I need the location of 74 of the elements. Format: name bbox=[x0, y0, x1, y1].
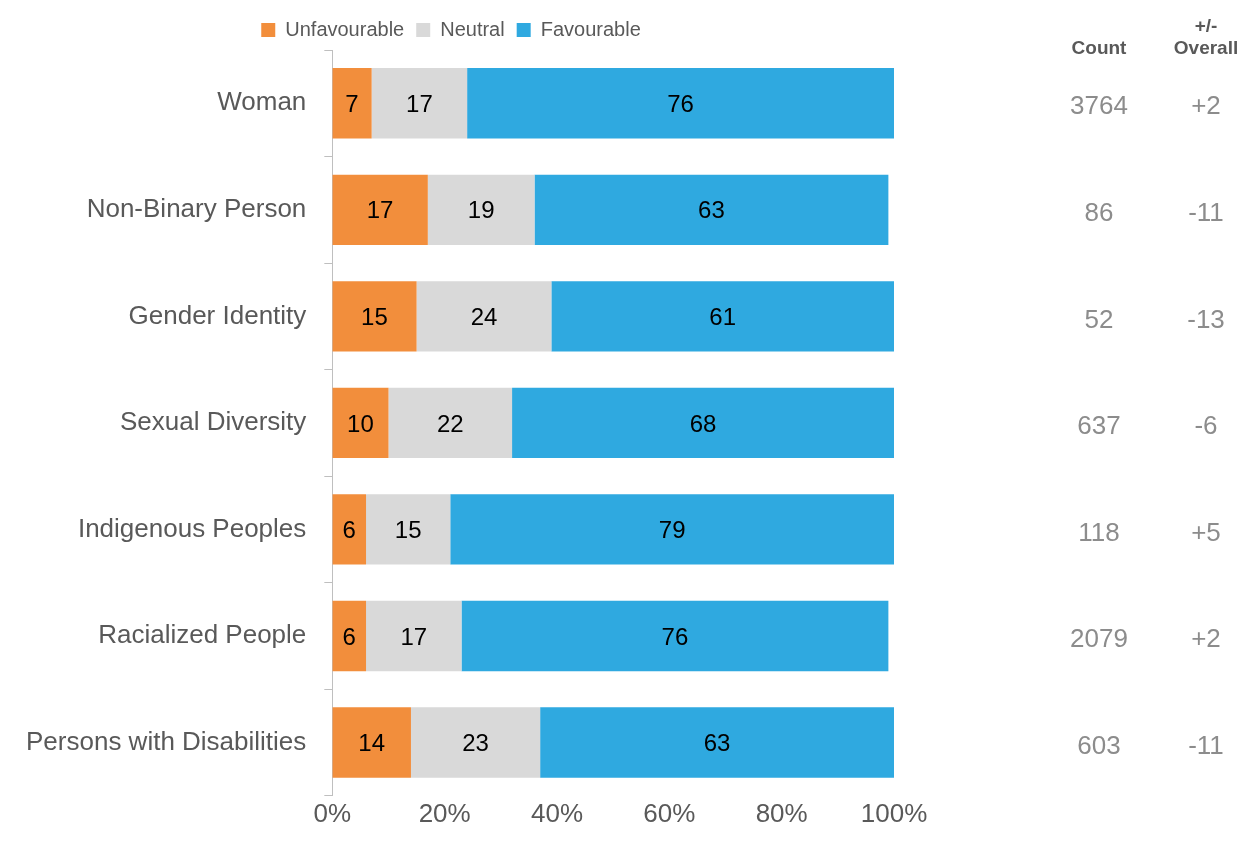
data-label: 22 bbox=[436, 409, 464, 437]
data-label: 68 bbox=[689, 409, 717, 437]
data-label: 14 bbox=[358, 729, 385, 757]
bar bbox=[332, 68, 372, 139]
y-tick-label: Persons with Disabilities bbox=[26, 725, 307, 756]
text: 118 bbox=[1078, 516, 1120, 547]
data-label: 76 bbox=[667, 89, 694, 117]
data-label: 17 bbox=[400, 622, 428, 650]
data-label: 24 bbox=[470, 302, 498, 330]
x-tick-label: 0% bbox=[313, 797, 352, 828]
data-label: 23 bbox=[462, 729, 489, 757]
bar bbox=[416, 281, 552, 352]
x-tick-label: 60% bbox=[643, 797, 696, 828]
text: +/- Overall bbox=[1173, 15, 1239, 58]
text: 3764 bbox=[1070, 90, 1128, 121]
y-tick-label: Racialized People bbox=[98, 619, 307, 650]
text: 52 bbox=[1084, 303, 1114, 334]
x-tick-label: 40% bbox=[530, 797, 584, 828]
bar bbox=[332, 494, 367, 565]
data-label: 63 bbox=[703, 729, 731, 757]
legend-label: Unfavourable bbox=[285, 17, 405, 40]
bar bbox=[540, 707, 894, 778]
y-tick-label: Sexual Diversity bbox=[119, 406, 307, 437]
bar bbox=[388, 387, 513, 459]
data-label: 61 bbox=[709, 302, 737, 330]
data-label: 17 bbox=[366, 196, 394, 224]
bar bbox=[534, 174, 889, 245]
data-label: 15 bbox=[361, 302, 388, 330]
bar bbox=[371, 68, 468, 139]
bar bbox=[512, 387, 894, 459]
data-label: 63 bbox=[698, 196, 725, 224]
text: -11 bbox=[1188, 729, 1224, 760]
bar bbox=[366, 600, 462, 672]
data-label: 76 bbox=[661, 622, 689, 650]
bar bbox=[461, 600, 889, 672]
legend-label: Neutral bbox=[440, 17, 505, 40]
data-label: 10 bbox=[347, 409, 374, 437]
bar bbox=[332, 174, 428, 245]
bar bbox=[450, 494, 894, 565]
text: -13 bbox=[1187, 303, 1225, 334]
data-label: 15 bbox=[394, 516, 422, 544]
x-tick-label: 100% bbox=[860, 797, 928, 828]
bar bbox=[332, 281, 417, 352]
text: 637 bbox=[1077, 410, 1121, 441]
bar bbox=[427, 174, 535, 245]
text: +2 bbox=[1191, 90, 1221, 121]
y-tick-label: Gender Identity bbox=[128, 299, 307, 330]
y-tick-label: Woman bbox=[217, 86, 307, 117]
text: Count bbox=[1071, 37, 1128, 58]
x-tick-label: 80% bbox=[755, 797, 808, 828]
text: -6 bbox=[1194, 410, 1218, 441]
bar bbox=[410, 707, 541, 778]
text: 603 bbox=[1077, 729, 1121, 760]
y-tick-label: Indigenous Peoples bbox=[77, 512, 307, 543]
bar bbox=[332, 387, 389, 459]
text: +2 bbox=[1191, 623, 1221, 654]
bar bbox=[332, 600, 367, 672]
bar bbox=[332, 707, 411, 778]
data-label: 19 bbox=[467, 196, 495, 224]
data-label: 79 bbox=[658, 516, 686, 544]
data-label: 17 bbox=[406, 89, 433, 117]
legend-label: Favourable bbox=[540, 17, 641, 40]
data-label: 7 bbox=[345, 89, 359, 117]
text: 2079 bbox=[1070, 623, 1128, 654]
y-tick-label: Non-Binary Person bbox=[86, 192, 307, 223]
bar bbox=[467, 68, 894, 139]
x-tick-label: 20% bbox=[418, 797, 471, 828]
data-label: 6 bbox=[342, 516, 356, 544]
text: 86 bbox=[1084, 196, 1114, 227]
text: +5 bbox=[1191, 516, 1221, 547]
data-label: 6 bbox=[342, 622, 356, 650]
bar bbox=[551, 281, 894, 352]
bar bbox=[366, 494, 451, 565]
text: -11 bbox=[1188, 196, 1224, 227]
